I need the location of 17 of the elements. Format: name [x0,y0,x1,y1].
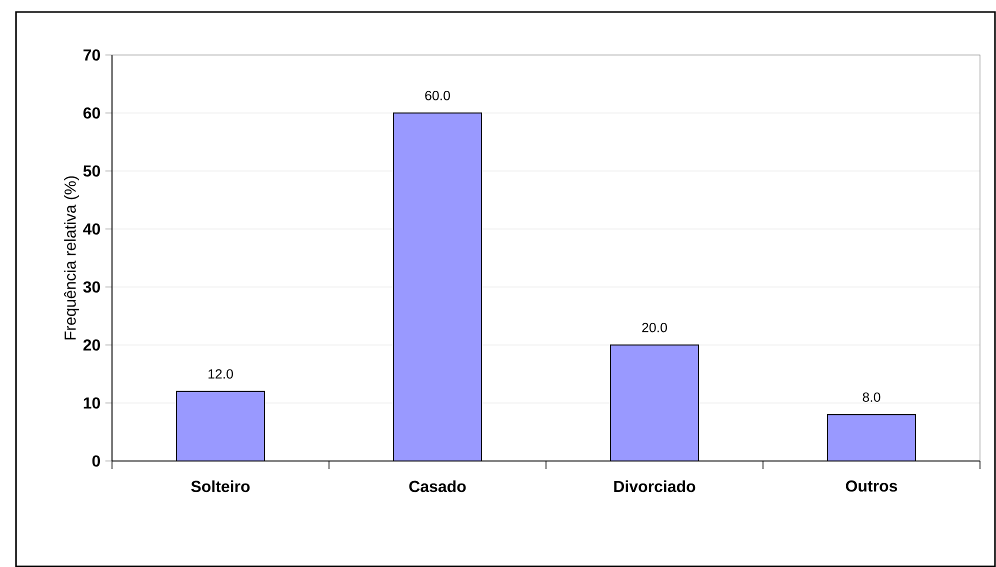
x-tick-label: Outros [846,480,898,492]
y-tick-label: 10 [84,397,100,409]
x-tick-label: Solteiro [191,480,250,492]
y-axis-title: Frequência relativa (%) [64,176,80,340]
y-tick-label: 50 [83,165,100,177]
y-tick-label: 30 [83,281,100,293]
y-tick-label: 0 [92,455,100,467]
data-label: 12.0 [208,369,233,379]
y-tick-label: 70 [84,49,100,61]
data-label: 8.0 [862,392,880,402]
x-tick-label: Divorciado [614,480,696,492]
data-label: 20.0 [642,322,667,332]
y-tick-label: 20 [83,339,100,351]
y-tick-label: 60 [83,107,100,119]
x-tick-label: Casado [409,480,466,492]
y-tick-label: 40 [83,223,100,235]
data-label: 60.0 [425,90,450,100]
